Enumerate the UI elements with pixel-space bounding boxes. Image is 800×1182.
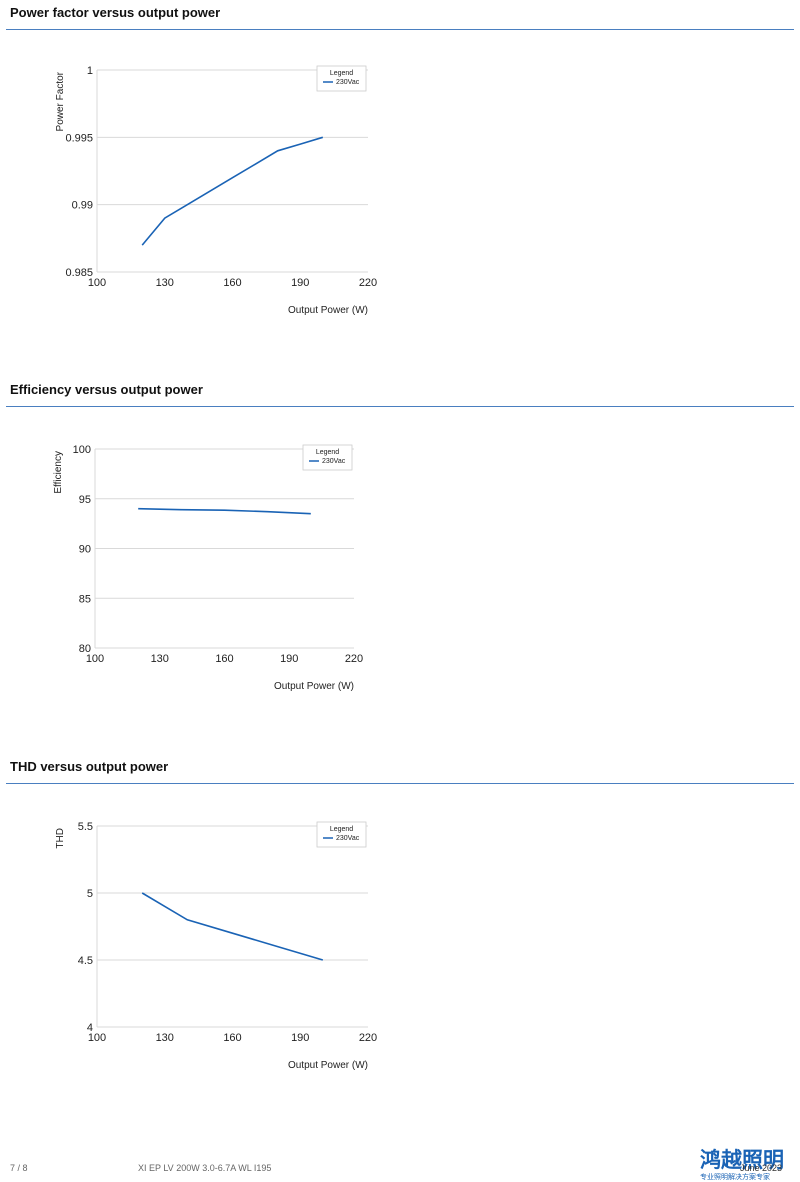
x-tick-label: 160 bbox=[223, 277, 241, 289]
watermark-sub-text: 专业照明解决方案专家 bbox=[700, 1173, 770, 1181]
y-tick-label: 0.99 bbox=[72, 200, 93, 212]
x-tick-label: 100 bbox=[88, 277, 106, 289]
power-factor-chart: 0.985 0.99 0.995 1 100 130 160 190 220 Output Pow… bbox=[55, 65, 377, 316]
x-tick-label: 190 bbox=[280, 653, 298, 665]
y-tick-label: 5.5 bbox=[78, 821, 93, 833]
section-title-efficiency: Efficiency versus output power bbox=[10, 382, 203, 397]
y-tick-label: 4.5 bbox=[78, 955, 93, 967]
x-tick-label: 130 bbox=[156, 1032, 174, 1044]
x-tick-label: 100 bbox=[88, 1032, 106, 1044]
x-tick-label: 160 bbox=[215, 653, 233, 665]
watermark-main-text: 鸿越照明 bbox=[700, 1148, 784, 1172]
legend-box bbox=[316, 821, 367, 848]
x-axis-label: Output Power (W) bbox=[288, 305, 368, 316]
legend-title: Legend bbox=[330, 70, 353, 77]
x-tick-label: 130 bbox=[151, 653, 169, 665]
thd-chart: 4 4.5 5 5.5 100 130 160 190 220 Output Power (W) T… bbox=[55, 821, 377, 1071]
legend-title: Legend bbox=[316, 449, 339, 456]
y-tick-label: 85 bbox=[79, 593, 91, 605]
y-tick-label: 95 bbox=[79, 494, 91, 506]
section-divider bbox=[6, 783, 794, 784]
document-date: June 2023 bbox=[740, 1163, 783, 1173]
y-tick-label: 80 bbox=[79, 643, 91, 655]
x-tick-label: 220 bbox=[359, 1032, 377, 1044]
document-title: XI EP LV 200W 3.0-6.7A WL I195 bbox=[138, 1163, 272, 1173]
y-tick-label: 100 bbox=[73, 444, 91, 456]
x-tick-label: 220 bbox=[359, 277, 377, 289]
y-tick-label: 0.985 bbox=[65, 267, 93, 279]
legend-entry: 230Vac bbox=[336, 79, 360, 86]
legend-title: Legend bbox=[330, 826, 353, 833]
y-tick-label: 90 bbox=[79, 544, 91, 556]
x-tick-label: 190 bbox=[291, 1032, 309, 1044]
y-axis-label: THD bbox=[55, 828, 66, 849]
section-title-power-factor: Power factor versus output power bbox=[10, 5, 221, 20]
legend-box bbox=[302, 444, 353, 471]
x-axis-label: Output Power (W) bbox=[274, 681, 354, 692]
x-tick-label: 220 bbox=[345, 653, 363, 665]
x-tick-label: 100 bbox=[86, 653, 104, 665]
x-tick-label: 130 bbox=[156, 277, 174, 289]
section-divider bbox=[6, 406, 794, 407]
y-tick-label: 4 bbox=[87, 1022, 93, 1034]
series-line-230vac bbox=[138, 507, 311, 515]
efficiency-chart: 80 85 90 95 100 100 130 160 190 220 Output Power (… bbox=[53, 444, 363, 692]
legend-entry: 230Vac bbox=[322, 458, 346, 465]
x-tick-label: 190 bbox=[291, 277, 309, 289]
x-axis-label: Output Power (W) bbox=[288, 1060, 368, 1071]
y-axis-label: Power Factor bbox=[55, 71, 66, 131]
section-title-thd: THD versus output power bbox=[10, 759, 169, 774]
watermark-logo: 鸿越照明 专业照明解决方案专家 bbox=[700, 1144, 796, 1182]
legend-box bbox=[316, 65, 367, 92]
series-line-230vac bbox=[141, 136, 324, 246]
x-tick-label: 160 bbox=[223, 1032, 241, 1044]
section-divider bbox=[6, 29, 794, 30]
y-tick-label: 5 bbox=[87, 888, 93, 900]
legend-entry: 230Vac bbox=[336, 835, 360, 842]
series-line-230vac bbox=[141, 892, 324, 961]
page-number: 7 / 8 bbox=[10, 1163, 28, 1173]
y-tick-label: 1 bbox=[87, 65, 93, 77]
y-axis-label: Efficiency bbox=[53, 451, 64, 494]
y-tick-label: 0.995 bbox=[65, 132, 93, 144]
